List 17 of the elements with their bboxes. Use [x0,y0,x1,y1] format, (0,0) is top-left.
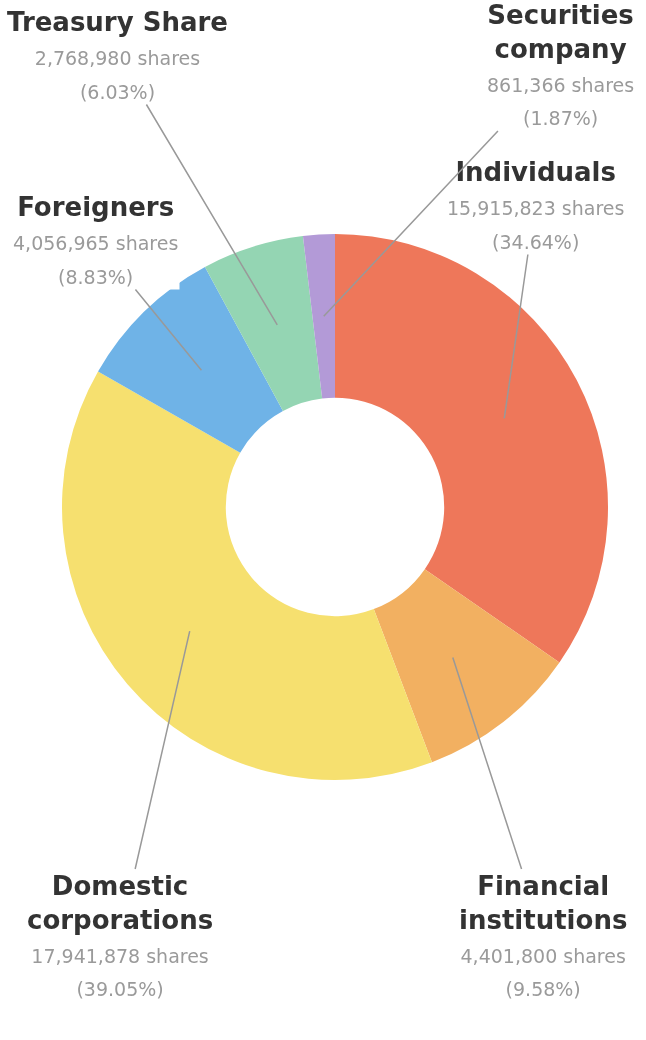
donut-slice [62,371,432,780]
slice-label: Domestic corporations [27,871,214,935]
donut-slice [335,234,608,663]
data-label: 861,366 shares (1.87%) [487,73,635,130]
slice-label: Financial institutions [459,871,628,935]
slice-label: Securities company [487,0,634,64]
data-label: 2,768,980 shares (6.03%) [34,46,201,103]
donut-slice [373,569,560,763]
slice-label: Treasury Share [7,7,228,37]
donut-slice [302,234,335,399]
donut-slice [204,235,323,411]
data-label: 17,941,878 shares (39.05%) [31,944,209,1001]
slice-label: Foreigners [17,192,175,222]
slice-label: Individuals [455,157,617,187]
data-label: 15,915,823 shares (34.64%) [447,196,625,253]
data-label: 4,401,800 shares (9.58%) [460,944,626,1001]
data-label: 4,056,965 shares (8.83%) [13,231,179,288]
